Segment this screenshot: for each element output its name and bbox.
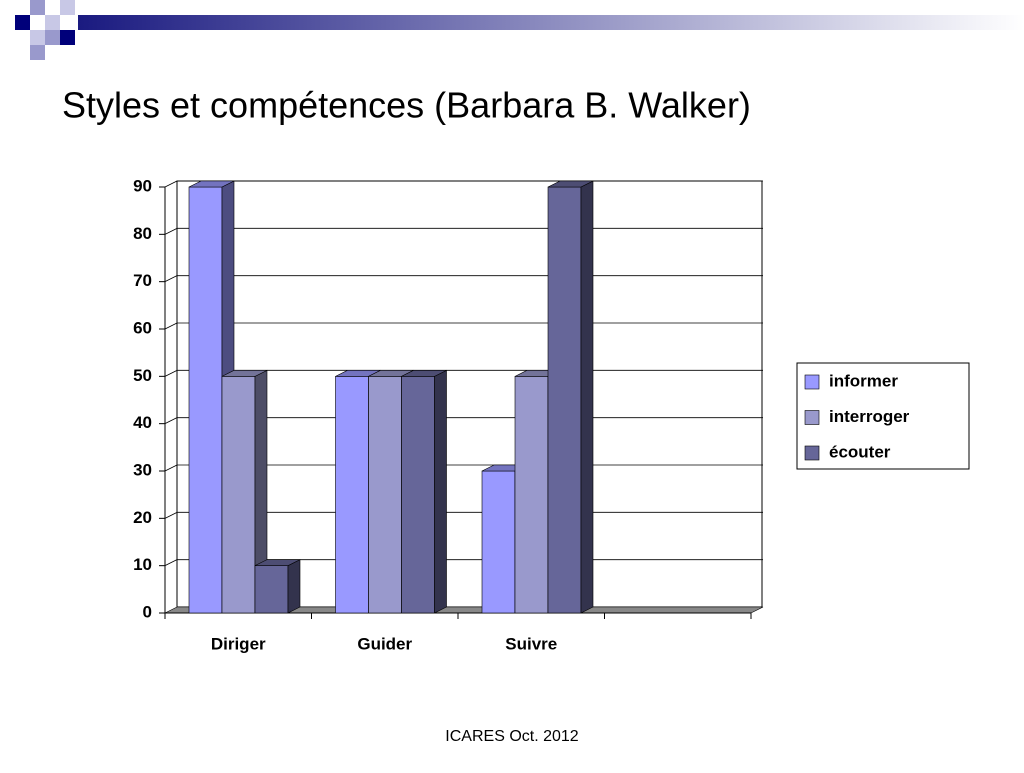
grid-line-wall: [164, 227, 178, 235]
y-tick-label: 50: [133, 366, 152, 385]
y-tick-label: 60: [133, 318, 152, 337]
bar: [335, 376, 369, 614]
legend-label: interroger: [829, 407, 910, 426]
legend-swatch: [804, 410, 820, 425]
x-tick-label: Diriger: [211, 634, 266, 653]
bar: [547, 186, 582, 614]
bar: [514, 376, 549, 614]
y-tick-label: 90: [133, 176, 152, 195]
legend-swatch: [804, 445, 820, 461]
header-decoration: [15, 0, 1024, 60]
bar: [188, 186, 223, 614]
legend-label: informer: [829, 371, 898, 390]
bar-top: [547, 180, 594, 188]
bar-top: [401, 370, 447, 377]
bar-top: [221, 370, 268, 377]
y-tick-label: 0: [143, 602, 152, 621]
bar: [221, 376, 256, 614]
grid-line-wall: [164, 464, 178, 472]
grid-line-wall: [164, 559, 178, 567]
y-tick-label: 10: [133, 555, 152, 574]
grid-line-wall: [164, 369, 178, 377]
legend-swatch: [804, 374, 820, 390]
grid-line-wall: [164, 180, 178, 188]
y-tick-label: 40: [133, 413, 152, 432]
bar: [368, 376, 402, 614]
grid-line-wall: [164, 275, 178, 283]
y-tick-label: 70: [133, 271, 152, 290]
bar: [401, 376, 435, 614]
bar: [481, 470, 516, 614]
bar-top: [188, 180, 235, 188]
grid-line-wall: [164, 511, 178, 519]
y-tick-label: 30: [133, 460, 152, 479]
y-tick-label: 20: [133, 508, 152, 527]
bar-top: [254, 559, 301, 566]
bar: [254, 565, 289, 614]
bar-side: [580, 180, 594, 614]
y-tick-label: 80: [133, 224, 152, 243]
x-tick-label: Guider: [357, 634, 412, 653]
bar-side: [434, 369, 447, 614]
legend-label: écouter: [829, 442, 891, 461]
grid-line-wall: [164, 322, 178, 330]
grid-line-wall: [164, 417, 178, 425]
footer: ICARES Oct. 2012: [445, 728, 578, 745]
legend-box: [796, 362, 970, 470]
slide-title: Styles et compétences (Barbara B. Walker…: [62, 85, 751, 126]
plot: [164, 180, 764, 614]
bar-side: [287, 559, 301, 614]
x-tick-label: Suivre: [505, 634, 557, 653]
